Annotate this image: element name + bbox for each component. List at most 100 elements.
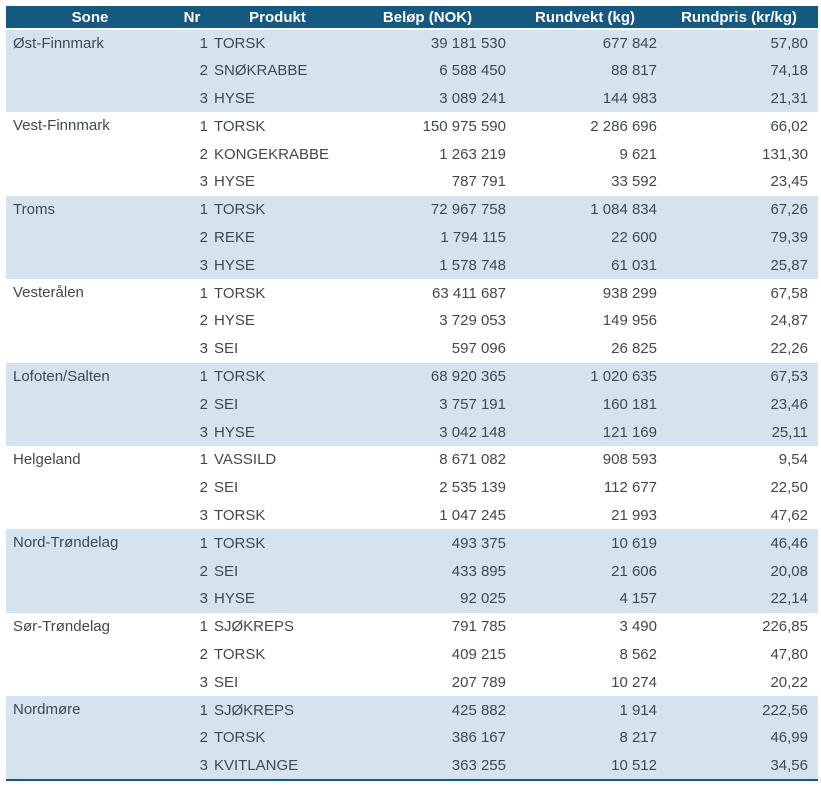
price-cell: 20,08 (660, 557, 818, 585)
zone-cell: Vesterålen (6, 279, 174, 363)
table-row: 3 TORSK 1 047 245 21 993 47,62 (6, 501, 818, 530)
table-header: Sone Nr Produkt Beløp (NOK) Rundvekt (kg… (6, 6, 818, 30)
product-cell: SEI (210, 668, 345, 697)
weight-cell: 938 299 (510, 279, 660, 307)
amount-cell: 791 785 (345, 612, 510, 641)
nr-cell: 2 (174, 223, 210, 252)
amount-cell: 92 025 (345, 584, 510, 613)
price-cell: 34,56 (660, 751, 818, 780)
nr-cell: 3 (174, 668, 210, 697)
table-row: 3 HYSE 3 042 148 121 169 25,11 (6, 418, 818, 446)
product-cell: VASSILD (210, 445, 345, 474)
amount-cell: 3 089 241 (345, 84, 510, 113)
amount-cell: 68 920 365 (345, 362, 510, 391)
product-cell: TORSK (210, 362, 345, 391)
amount-cell: 8 671 082 (345, 445, 510, 474)
table-row: Sør-Trøndelag 1 SJØKREPS 791 785 3 490 226,85 (6, 612, 818, 697)
nr-cell: 2 (174, 557, 210, 585)
weight-cell: 1 914 (510, 696, 660, 724)
table-row: Helgeland 1 VASSILD 8 671 082 908 593 9,54 (6, 445, 818, 530)
price-cell: 22,26 (660, 334, 818, 363)
price-cell: 67,53 (660, 362, 818, 391)
column-header-nr: Nr (174, 6, 210, 30)
weight-cell: 8 217 (510, 723, 660, 752)
price-cell: 25,87 (660, 251, 818, 280)
nr-cell: 3 (174, 84, 210, 113)
landings-table: Sone Nr Produkt Beløp (NOK) Rundvekt (kg… (6, 6, 818, 781)
weight-cell: 10 512 (510, 751, 660, 780)
table-row: 3 SEI 597 096 26 825 22,26 (6, 334, 818, 363)
weight-cell: 149 956 (510, 306, 660, 335)
price-cell: 46,99 (660, 723, 818, 752)
product-cell: REKE (210, 223, 345, 252)
table-row: Nordmøre 1 SJØKREPS 425 882 1 914 222,56 (6, 696, 818, 780)
weight-cell: 61 031 (510, 251, 660, 280)
weight-cell: 1 084 834 (510, 195, 660, 224)
table-row: Nord-Trøndelag 1 TORSK 493 375 10 619 46,46 (6, 529, 818, 613)
product-cell: TORSK (210, 112, 345, 141)
price-cell: 25,11 (660, 418, 818, 446)
price-cell: 47,62 (660, 501, 818, 530)
weight-cell: 908 593 (510, 445, 660, 474)
amount-cell: 1 047 245 (345, 501, 510, 530)
product-cell: HYSE (210, 251, 345, 280)
weight-cell: 160 181 (510, 390, 660, 419)
weight-cell: 1 020 635 (510, 362, 660, 391)
price-cell: 226,85 (660, 612, 818, 641)
weight-cell: 21 993 (510, 501, 660, 530)
table-row: 3 SEI 207 789 10 274 20,22 (6, 668, 818, 697)
table-row: 3 KVITLANGE 363 255 10 512 34,56 (6, 751, 818, 780)
nr-cell: 1 (174, 112, 210, 141)
product-cell: TORSK (210, 29, 345, 57)
price-cell: 23,45 (660, 167, 818, 196)
column-header-sone: Sone (6, 6, 174, 30)
zone-cell: Sør-Trøndelag (6, 612, 174, 697)
zone-cell: Lofoten/Salten (6, 362, 174, 446)
table-body: Øst-Finnmark 1 TORSK 39 181 530 677 842 57,80… (6, 29, 818, 780)
product-cell: TORSK (210, 279, 345, 307)
price-cell: 22,50 (660, 473, 818, 502)
product-cell: HYSE (210, 584, 345, 613)
nr-cell: 3 (174, 751, 210, 780)
table-row: 2 HYSE 3 729 053 149 956 24,87 (6, 306, 818, 335)
weight-cell: 4 157 (510, 584, 660, 613)
table-row: 2 TORSK 386 167 8 217 46,99 (6, 723, 818, 752)
nr-cell: 3 (174, 501, 210, 530)
product-cell: TORSK (210, 501, 345, 530)
amount-cell: 3 757 191 (345, 390, 510, 419)
product-cell: TORSK (210, 640, 345, 669)
price-cell: 46,46 (660, 529, 818, 558)
product-cell: HYSE (210, 167, 345, 196)
table-row: 3 HYSE 92 025 4 157 22,14 (6, 584, 818, 613)
product-cell: TORSK (210, 723, 345, 752)
nr-cell: 3 (174, 334, 210, 363)
amount-cell: 150 975 590 (345, 112, 510, 141)
product-cell: SEI (210, 473, 345, 502)
zone-cell: Vest-Finnmark (6, 112, 174, 196)
table-row: 2 KONGEKRABBE 1 263 219 9 621 131,30 (6, 140, 818, 168)
weight-cell: 26 825 (510, 334, 660, 363)
price-cell: 66,02 (660, 112, 818, 141)
price-cell: 67,58 (660, 279, 818, 307)
amount-cell: 207 789 (345, 668, 510, 697)
product-cell: HYSE (210, 306, 345, 335)
column-header-rundpris: Rundpris (kr/kg) (660, 6, 818, 30)
nr-cell: 2 (174, 140, 210, 168)
nr-cell: 2 (174, 306, 210, 335)
nr-cell: 1 (174, 696, 210, 724)
amount-cell: 3 042 148 (345, 418, 510, 446)
nr-cell: 1 (174, 612, 210, 641)
product-cell: SJØKREPS (210, 612, 345, 641)
amount-cell: 787 791 (345, 167, 510, 196)
table-row: Vest-Finnmark 1 TORSK 150 975 590 2 286 696 6… (6, 112, 818, 196)
weight-cell: 2 286 696 (510, 112, 660, 141)
weight-cell: 677 842 (510, 29, 660, 57)
weight-cell: 10 619 (510, 529, 660, 558)
header-row: Sone Nr Produkt Beløp (NOK) Rundvekt (kg… (6, 6, 818, 30)
price-cell: 23,46 (660, 390, 818, 419)
amount-cell: 3 729 053 (345, 306, 510, 335)
amount-cell: 6 588 450 (345, 56, 510, 85)
table-row: 3 HYSE 3 089 241 144 983 21,31 (6, 84, 818, 113)
nr-cell: 3 (174, 167, 210, 196)
